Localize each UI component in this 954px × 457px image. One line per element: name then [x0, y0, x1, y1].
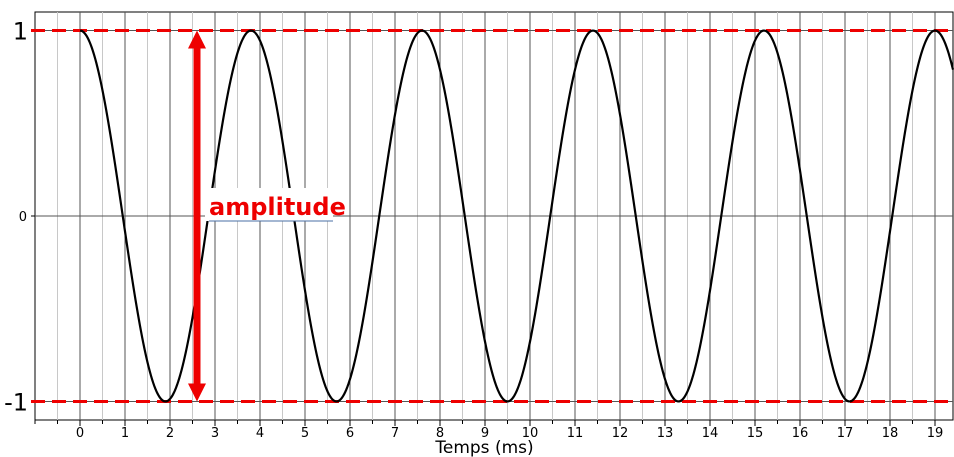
- x-tick-label: 16: [792, 426, 809, 441]
- y-tick-label: 1: [13, 18, 28, 46]
- x-tick-label: 9: [481, 426, 489, 441]
- x-tick-label: 18: [882, 426, 899, 441]
- amplitude-arrow-head-down: [188, 383, 206, 402]
- x-tick-label: 15: [747, 426, 764, 441]
- x-tick-label: 14: [702, 426, 719, 441]
- x-tick-label: 12: [612, 426, 629, 441]
- x-axis-label: Temps (ms): [434, 438, 533, 457]
- cosine-series-line: [79, 29, 954, 403]
- x-tick-label: 0: [76, 426, 84, 441]
- x-tick-label: 11: [567, 426, 584, 441]
- x-tick-label: 17: [837, 426, 854, 441]
- x-tick-label: 3: [211, 426, 219, 441]
- amplitude-annotation: amplitude: [188, 30, 346, 402]
- x-tick-label: 2: [166, 426, 174, 441]
- x-tick-label: 19: [927, 426, 944, 441]
- amplitude-label: amplitude: [209, 193, 346, 221]
- x-tick-label: 13: [657, 426, 674, 441]
- x-tick-label: 6: [346, 426, 354, 441]
- x-tick-label: 7: [391, 426, 399, 441]
- amplitude-arrow-head-up: [188, 30, 206, 49]
- y-tick-label: -1: [4, 388, 28, 416]
- amplitude-label-background: [205, 188, 333, 221]
- x-tick-label: 8: [436, 426, 444, 441]
- x-tick-label: 5: [301, 426, 309, 441]
- x-tick-label: 1: [121, 426, 129, 441]
- x-tick-label: 10: [522, 426, 539, 441]
- x-tick-label: 4: [256, 426, 264, 441]
- reference-lines: [31, 29, 953, 403]
- y-axis-ticks: 1 0 -1: [4, 18, 35, 416]
- y-tick-label: 0: [19, 210, 27, 225]
- x-axis-ticks: 0 1 2 3 4 5 6 7 8 9 10 11 12 13 14 15 16 17 18 19: [34, 420, 944, 441]
